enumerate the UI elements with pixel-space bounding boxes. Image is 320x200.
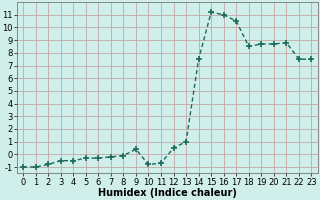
X-axis label: Humidex (Indice chaleur): Humidex (Indice chaleur) (98, 188, 237, 198)
